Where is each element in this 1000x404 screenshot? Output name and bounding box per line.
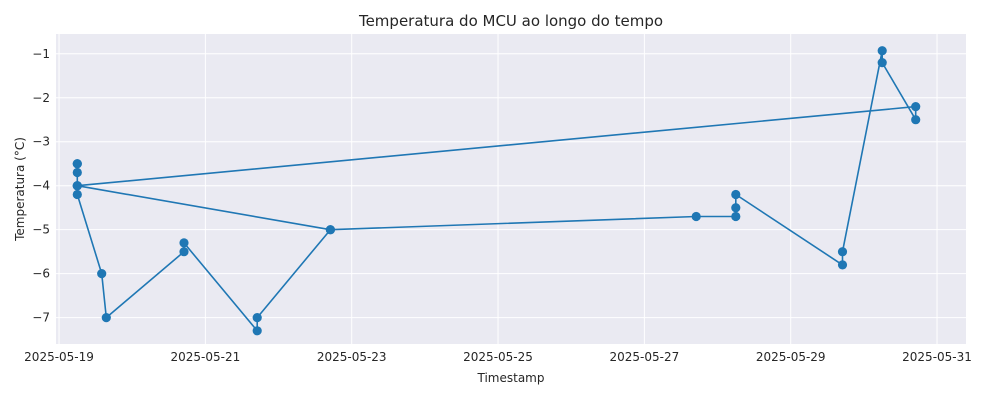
x-tick-label: 2025-05-25 — [463, 350, 533, 364]
x-axis-title: Timestamp — [477, 371, 545, 385]
x-tick-label: 2025-05-31 — [902, 350, 972, 364]
data-point — [911, 102, 921, 112]
y-axis-title: Temperatura (°C) — [13, 137, 27, 242]
data-point — [179, 238, 189, 248]
x-tick-label: 2025-05-23 — [317, 350, 387, 364]
data-point — [731, 189, 741, 200]
y-tick-label: −6 — [32, 267, 50, 281]
x-tick-label: 2025-05-29 — [756, 350, 826, 364]
data-point — [877, 46, 887, 56]
tick-labels: 2025-05-19 2025-05-21 2025-05-23 2025-05-25… — [24, 47, 972, 364]
data-point — [325, 225, 335, 235]
data-point — [72, 189, 82, 200]
data-point — [837, 247, 848, 257]
data-point — [97, 269, 107, 279]
data-point — [731, 211, 741, 222]
x-tick-label: 2025-05-21 — [171, 350, 241, 364]
data-point — [731, 203, 741, 213]
data-point — [837, 260, 848, 270]
y-tick-label: −4 — [32, 179, 50, 193]
data-point — [72, 167, 82, 178]
x-tick-label: 2025-05-19 — [24, 350, 94, 364]
data-point — [252, 326, 262, 336]
data-point — [101, 313, 111, 323]
grid — [56, 34, 966, 344]
data-point — [72, 181, 82, 191]
data-point — [72, 159, 82, 169]
data-point — [911, 115, 921, 125]
data-point — [179, 247, 189, 257]
y-tick-label: −2 — [32, 91, 50, 105]
data-point — [691, 211, 701, 222]
plot-background — [56, 34, 966, 344]
data-point — [252, 313, 262, 323]
chart-title: Temperatura do MCU ao longo do tempo — [358, 12, 663, 30]
y-tick-label: −5 — [32, 223, 50, 237]
y-tick-label: −3 — [32, 135, 50, 149]
data-point — [877, 58, 887, 68]
y-tick-label: −1 — [32, 47, 50, 61]
x-tick-label: 2025-05-27 — [610, 350, 680, 364]
y-tick-label: −7 — [32, 311, 50, 325]
marker-layer — [72, 46, 921, 336]
